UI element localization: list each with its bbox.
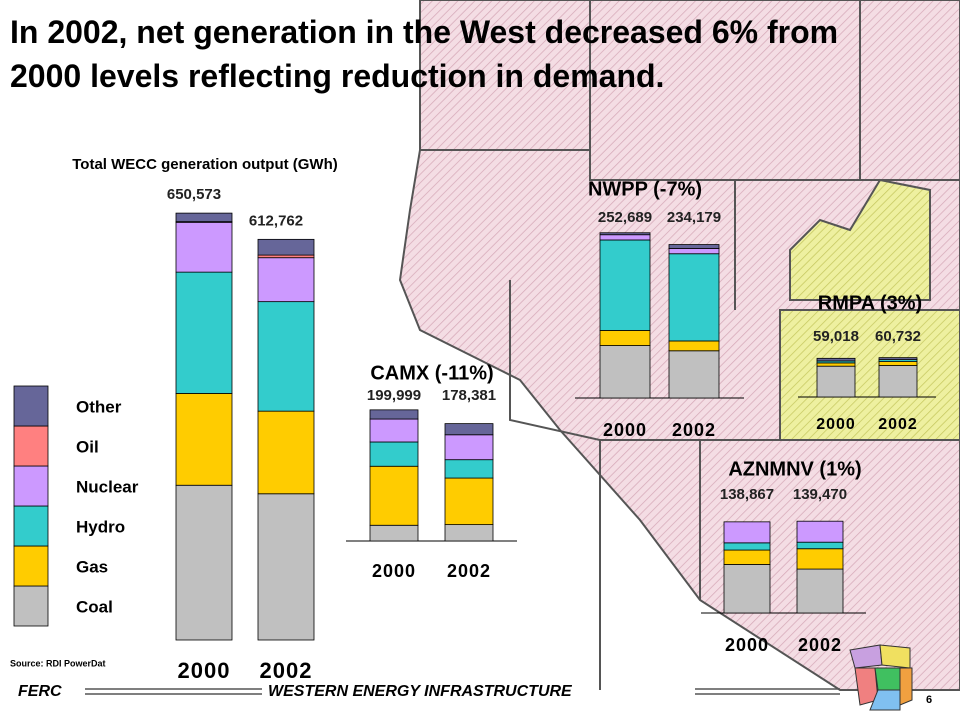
bar-segment bbox=[878, 365, 918, 398]
bar-segment bbox=[816, 365, 856, 398]
legend-swatch bbox=[13, 585, 49, 627]
legend-swatch bbox=[13, 505, 49, 547]
legend-label: Coal bbox=[76, 597, 113, 616]
bar-segment bbox=[369, 409, 419, 420]
chart-title: Total WECC generation output (GWh) bbox=[72, 156, 338, 173]
chart-title: NWPP (-7%) bbox=[588, 178, 702, 200]
bar-segment bbox=[444, 477, 494, 526]
source-note: Source: RDI PowerDat bbox=[10, 658, 106, 668]
total-label: 234,179 bbox=[667, 209, 721, 226]
footer-left: FERC bbox=[18, 683, 62, 700]
x-tick-label: 2000 bbox=[816, 416, 856, 433]
legend-label: Other bbox=[76, 397, 122, 416]
legend-label: Gas bbox=[76, 557, 108, 576]
bar-segment bbox=[369, 465, 419, 526]
bar-segment bbox=[599, 239, 651, 331]
total-label: 612,762 bbox=[249, 212, 303, 229]
bar-segment bbox=[369, 418, 419, 443]
total-label: 650,573 bbox=[167, 186, 221, 203]
bar-segment bbox=[257, 301, 315, 412]
bar-segment bbox=[878, 357, 918, 361]
legend-swatch bbox=[13, 385, 49, 427]
bar-segment bbox=[723, 564, 771, 614]
legend-swatch bbox=[13, 545, 49, 587]
bar-segment bbox=[668, 253, 720, 342]
legend-swatch bbox=[13, 425, 49, 467]
bar-segment bbox=[369, 524, 419, 542]
bar-segment bbox=[668, 244, 720, 249]
total-label: 139,470 bbox=[793, 486, 847, 503]
total-label: 199,999 bbox=[367, 387, 421, 404]
bar-segment bbox=[175, 212, 233, 223]
legend-label: Hydro bbox=[76, 517, 125, 536]
page-number: 6 bbox=[926, 694, 932, 706]
bar-segment bbox=[175, 221, 233, 273]
legend-label: Oil bbox=[76, 437, 99, 456]
total-label: 59,018 bbox=[813, 328, 859, 345]
bar-segment bbox=[796, 541, 844, 550]
bar-segment bbox=[175, 393, 233, 486]
footer-center: WESTERN ENERGY INFRASTRUCTURE bbox=[268, 683, 573, 700]
chart-title: CAMX (-11%) bbox=[370, 362, 493, 384]
bar-segment bbox=[668, 350, 720, 399]
bar-segment bbox=[668, 248, 720, 255]
legend-swatch bbox=[13, 465, 49, 507]
bar-segment bbox=[723, 521, 771, 544]
bar-segment bbox=[257, 257, 315, 303]
footer: FERC WESTERN ENERGY INFRASTRUCTURE 6 bbox=[18, 683, 932, 706]
bar-segment bbox=[796, 568, 844, 614]
bar-segment bbox=[175, 484, 233, 641]
x-tick-label: 2002 bbox=[878, 416, 918, 433]
bar-segment bbox=[444, 423, 494, 436]
bar-segment bbox=[723, 542, 771, 551]
mini-map-icon bbox=[849, 644, 913, 711]
total-label: 138,867 bbox=[720, 486, 774, 503]
total-label: 60,732 bbox=[875, 328, 921, 345]
chart-title: RMPA (3%) bbox=[818, 292, 922, 314]
bar-segment bbox=[668, 340, 720, 352]
bar-segment bbox=[257, 493, 315, 641]
bar-segment bbox=[257, 238, 315, 256]
bar-segment bbox=[796, 520, 844, 543]
x-tick-label: 2002 bbox=[260, 658, 313, 683]
x-tick-label: 2002 bbox=[672, 420, 716, 440]
x-tick-label: 2000 bbox=[178, 658, 231, 683]
bar-segment bbox=[599, 330, 651, 346]
x-tick-label: 2000 bbox=[603, 420, 647, 440]
x-tick-label: 2000 bbox=[372, 561, 416, 581]
bar-segment bbox=[369, 441, 419, 467]
bar-segment bbox=[599, 345, 651, 399]
bar-segment bbox=[816, 357, 856, 362]
slide-title: In 2002, net generation in the West decr… bbox=[10, 14, 839, 94]
bar-segment bbox=[444, 434, 494, 461]
legend-label: Nuclear bbox=[76, 477, 139, 496]
x-tick-label: 2002 bbox=[798, 635, 842, 655]
bar-segment bbox=[599, 234, 651, 241]
chart-title: AZNMNV (1%) bbox=[728, 458, 861, 480]
bar-segment bbox=[257, 410, 315, 495]
bar-segment bbox=[878, 361, 918, 366]
bar-segment bbox=[816, 362, 856, 367]
bar-segment bbox=[175, 271, 233, 394]
bar-segment bbox=[723, 549, 771, 565]
bar-segment bbox=[444, 524, 494, 542]
total-label: 178,381 bbox=[442, 387, 496, 404]
x-tick-label: 2000 bbox=[725, 635, 769, 655]
x-tick-label: 2002 bbox=[447, 561, 491, 581]
bar-segment bbox=[599, 232, 651, 236]
bar-segment bbox=[796, 548, 844, 570]
bar-segment bbox=[444, 459, 494, 479]
total-label: 252,689 bbox=[598, 209, 652, 226]
